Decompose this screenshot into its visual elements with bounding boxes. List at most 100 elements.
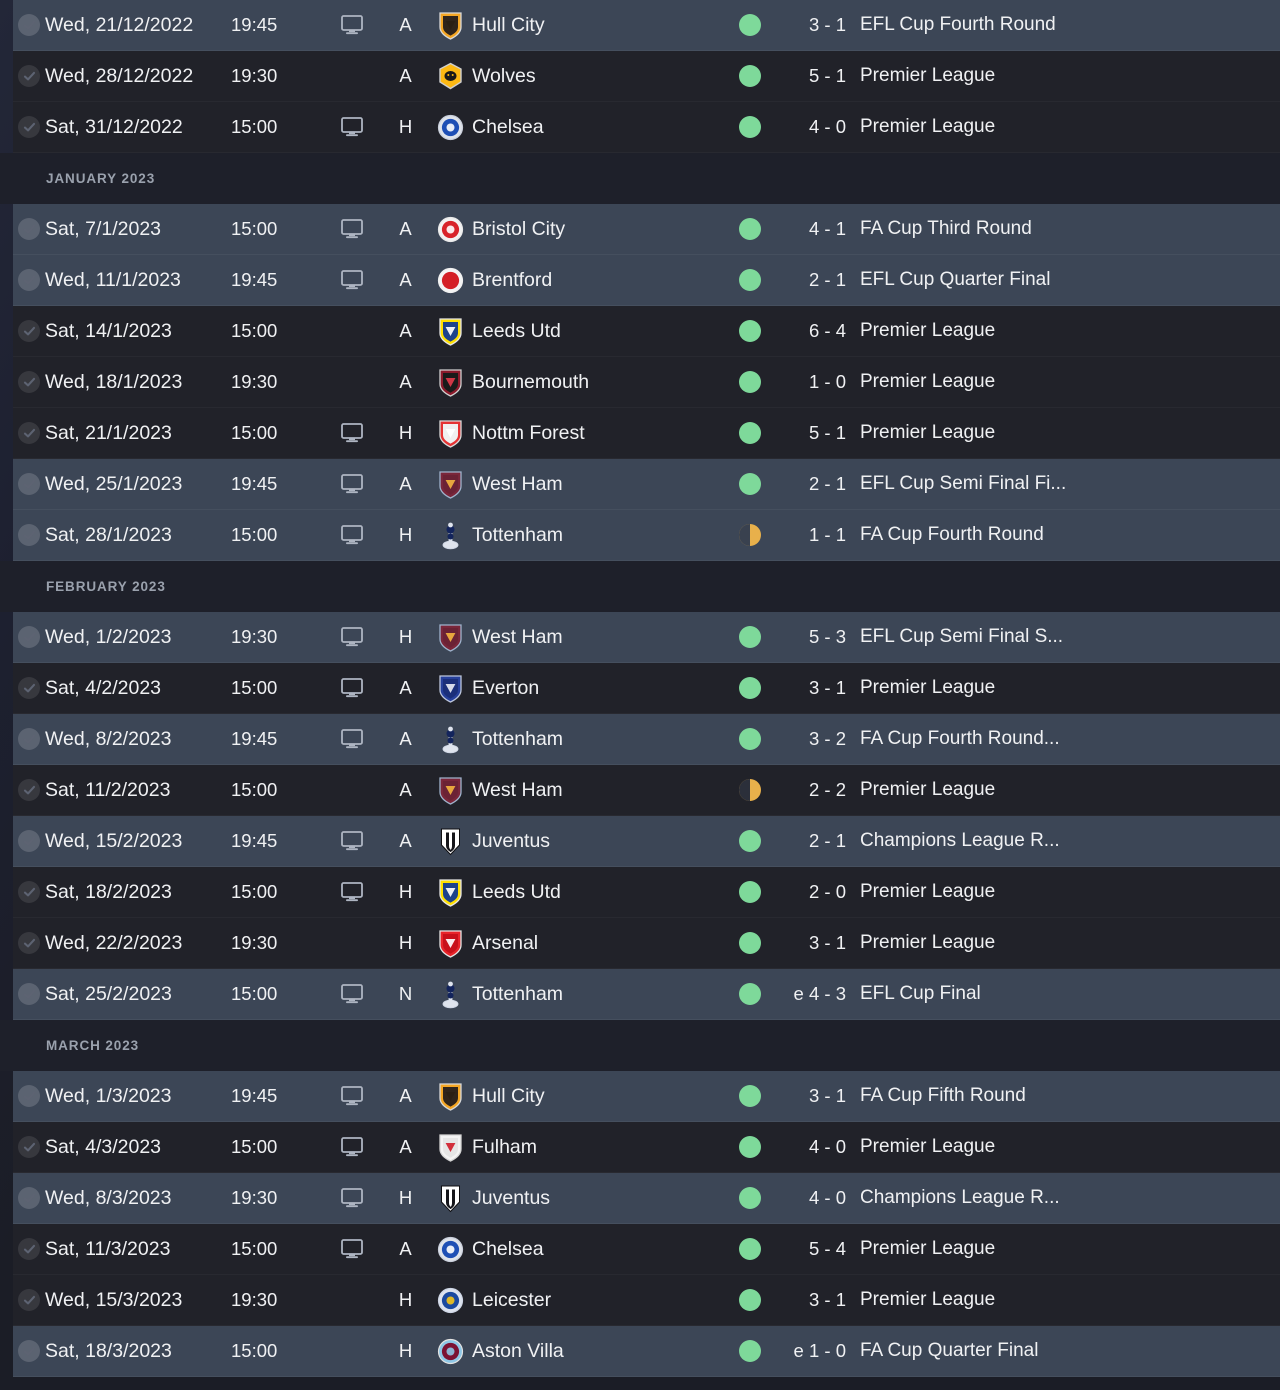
opponent-name[interactable]: Fulham: [472, 1135, 538, 1158]
competition-name[interactable]: Premier League: [860, 677, 996, 698]
opponent-name[interactable]: Everton: [472, 676, 540, 699]
opponent-name[interactable]: Tottenham: [472, 523, 564, 546]
fixture-row[interactable]: Wed, 15/3/2023 19:30 H Leicester 3 - 1 Premie…: [13, 1275, 1280, 1326]
fixture-score[interactable]: e 4 - 3: [793, 983, 846, 1004]
opponent-name[interactable]: Arsenal: [472, 931, 539, 954]
fixture-score[interactable]: 4 - 1: [808, 218, 846, 239]
leeds-utd-badge: [438, 317, 462, 346]
competition-name[interactable]: EFL Cup Semi Final S...: [860, 626, 1064, 647]
fixture-score[interactable]: 5 - 1: [808, 422, 846, 443]
competition-name[interactable]: FA Cup Quarter Final: [860, 1340, 1039, 1361]
competition-name[interactable]: Premier League: [860, 779, 996, 800]
opponent-name[interactable]: Hull City: [472, 13, 545, 36]
fixture-row[interactable]: Wed, 1/3/2023 19:45 A Hull City 3 - 1 FA Cup …: [13, 1071, 1280, 1122]
competition-name[interactable]: FA Cup Fourth Round: [860, 524, 1044, 545]
opponent-name[interactable]: Hull City: [472, 1084, 545, 1107]
opponent-name[interactable]: Nottm Forest: [472, 421, 585, 444]
fixture-row[interactable]: Wed, 15/2/2023 19:45 A Juventus 2 - 1 Champio…: [13, 816, 1280, 867]
competition-name[interactable]: Premier League: [860, 116, 996, 137]
fixture-score[interactable]: 5 - 4: [808, 1238, 846, 1259]
fixture-score[interactable]: 2 - 1: [808, 830, 846, 851]
opponent-name[interactable]: Tottenham: [472, 727, 564, 750]
competition-name[interactable]: EFL Cup Semi Final Fi...: [860, 473, 1067, 494]
fixture-row[interactable]: Sat, 11/3/2023 15:00 A Chelsea 5 - 4 Premier …: [13, 1224, 1280, 1275]
fixture-row[interactable]: Wed, 18/1/2023 19:30 A Bournemouth 1 - 0 Prem…: [13, 357, 1280, 408]
fixture-row[interactable]: Sat, 18/2/2023 15:00 H Leeds Utd 2 - 0 Premie…: [13, 867, 1280, 918]
opponent-name[interactable]: Leeds Utd: [472, 319, 561, 342]
opponent-name[interactable]: Wolves: [472, 64, 536, 87]
fixture-row[interactable]: Sat, 14/1/2023 15:00 A Leeds Utd 6 - 4 Premie…: [13, 306, 1280, 357]
competition-name[interactable]: Premier League: [860, 65, 996, 86]
competition-name[interactable]: Premier League: [860, 1136, 996, 1157]
fixture-row[interactable]: Sat, 31/12/2022 15:00 H Chelsea 4 - 0 Premier…: [13, 102, 1280, 153]
fixture-score[interactable]: 4 - 0: [808, 1187, 846, 1208]
fixture-row[interactable]: Sat, 25/2/2023 15:00 N Tottenham e 4 - 3 EFL …: [13, 969, 1280, 1020]
competition-name[interactable]: Champions League R...: [860, 830, 1060, 851]
opponent-name[interactable]: Leeds Utd: [472, 880, 561, 903]
fixture-score[interactable]: 2 - 1: [808, 473, 846, 494]
fixture-row[interactable]: Wed, 21/12/2022 19:45 A Hull City 3 - 1 EFL C…: [13, 0, 1280, 51]
opponent-name[interactable]: West Ham: [472, 778, 563, 801]
competition-name[interactable]: Premier League: [860, 881, 996, 902]
opponent-name[interactable]: Chelsea: [472, 1237, 544, 1260]
competition-name[interactable]: Champions League R...: [860, 1187, 1060, 1208]
fixture-score[interactable]: 3 - 2: [808, 728, 846, 749]
opponent-name[interactable]: Bournemouth: [472, 370, 590, 393]
competition-name[interactable]: FA Cup Third Round: [860, 218, 1032, 239]
fixture-row[interactable]: Sat, 18/3/2023 15:00 H Aston Villa e 1 - 0 FA…: [13, 1326, 1280, 1377]
fixture-score[interactable]: 3 - 1: [808, 1289, 846, 1310]
fixture-row[interactable]: Wed, 1/2/2023 19:30 H West Ham 5 - 3 EFL Cup …: [13, 612, 1280, 663]
opponent-name[interactable]: Juventus: [472, 1186, 551, 1209]
check-circle-icon: [18, 320, 40, 342]
fixture-score[interactable]: 3 - 1: [808, 677, 846, 698]
fixture-row[interactable]: Wed, 8/2/2023 19:45 A Tottenham 3 - 2 FA Cup …: [13, 714, 1280, 765]
fixture-row[interactable]: Sat, 4/2/2023 15:00 A Everton 3 - 1 Premier L…: [13, 663, 1280, 714]
opponent-name[interactable]: Juventus: [472, 829, 551, 852]
fixture-row[interactable]: Sat, 28/1/2023 15:00 H Tottenham 1 - 1 FA Cup…: [13, 510, 1280, 561]
opponent-name[interactable]: Tottenham: [472, 982, 564, 1005]
fixture-score[interactable]: 3 - 1: [808, 14, 846, 35]
fixture-row[interactable]: Sat, 21/1/2023 15:00 H Nottm Forest 5 - 1 Pre…: [13, 408, 1280, 459]
fixture-score[interactable]: 2 - 2: [808, 779, 846, 800]
competition-name[interactable]: FA Cup Fourth Round...: [860, 728, 1060, 749]
fixture-score[interactable]: 2 - 1: [808, 269, 846, 290]
competition-name[interactable]: Premier League: [860, 1238, 996, 1259]
opponent-name[interactable]: West Ham: [472, 472, 563, 495]
fixture-row[interactable]: Wed, 22/2/2023 19:30 H Arsenal 3 - 1 Premier …: [13, 918, 1280, 969]
competition-name[interactable]: Premier League: [860, 422, 996, 443]
fixture-row[interactable]: Wed, 25/1/2023 19:45 A West Ham 2 - 1 EFL Cup…: [13, 459, 1280, 510]
fixture-score[interactable]: 3 - 1: [808, 932, 846, 953]
fixture-row[interactable]: Wed, 28/12/2022 19:30 A Wolves 5 - 1 Premier …: [13, 51, 1280, 102]
opponent-name[interactable]: Brentford: [472, 268, 553, 291]
fixture-score[interactable]: 5 - 3: [808, 626, 846, 647]
fixture-score[interactable]: 5 - 1: [808, 65, 846, 86]
competition-name[interactable]: Premier League: [860, 932, 996, 953]
fixture-score[interactable]: 4 - 0: [808, 116, 846, 137]
opponent-name[interactable]: Leicester: [472, 1288, 552, 1311]
played-indicator: [13, 932, 45, 954]
fixture-score[interactable]: 2 - 0: [808, 881, 846, 902]
fixture-score[interactable]: 4 - 0: [808, 1136, 846, 1157]
competition-name[interactable]: FA Cup Fifth Round: [860, 1085, 1026, 1106]
competition-name[interactable]: EFL Cup Fourth Round: [860, 14, 1056, 35]
fixture-score[interactable]: 3 - 1: [808, 1085, 846, 1106]
fixture-row[interactable]: Wed, 11/1/2023 19:45 A Brentford 2 - 1 EFL Cu…: [13, 255, 1280, 306]
fixture-time: 19:45: [231, 269, 278, 290]
fixture-row[interactable]: Sat, 7/1/2023 15:00 A Bristol City 4 - 1 FA C…: [13, 204, 1280, 255]
opponent-name[interactable]: Chelsea: [472, 115, 544, 138]
fixture-score[interactable]: e 1 - 0: [793, 1340, 846, 1361]
opponent-name[interactable]: Bristol City: [472, 217, 566, 240]
competition-name[interactable]: Premier League: [860, 320, 996, 341]
fixture-score[interactable]: 1 - 0: [808, 371, 846, 392]
fixture-row[interactable]: Sat, 11/2/2023 15:00 A West Ham 2 - 2 Premier…: [13, 765, 1280, 816]
fixture-row[interactable]: Wed, 8/3/2023 19:30 H Juventus 4 - 0 Champion…: [13, 1173, 1280, 1224]
opponent-name[interactable]: West Ham: [472, 625, 563, 648]
fixture-score[interactable]: 6 - 4: [808, 320, 846, 341]
fixture-score[interactable]: 1 - 1: [808, 524, 846, 545]
competition-name[interactable]: Premier League: [860, 1289, 996, 1310]
competition-name[interactable]: Premier League: [860, 371, 996, 392]
competition-name[interactable]: EFL Cup Final: [860, 983, 981, 1004]
opponent-name[interactable]: Aston Villa: [472, 1339, 564, 1362]
fixture-row[interactable]: Sat, 4/3/2023 15:00 A Fulham 4 - 0 Premier Le…: [13, 1122, 1280, 1173]
competition-name[interactable]: EFL Cup Quarter Final: [860, 269, 1051, 290]
